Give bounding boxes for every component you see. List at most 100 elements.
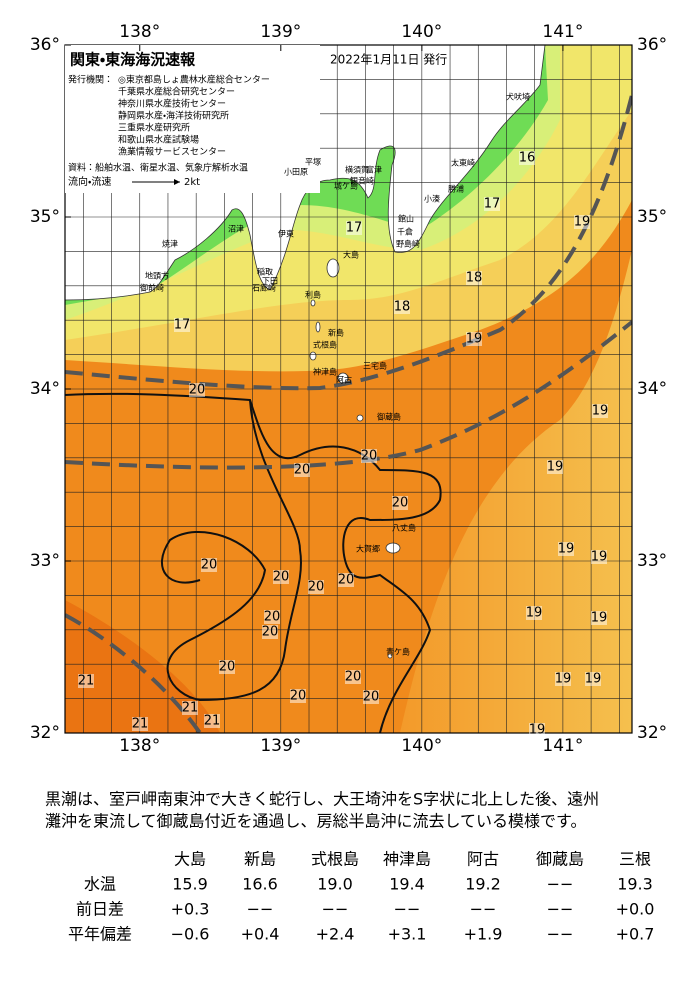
header-background: [65, 45, 320, 193]
island: [356, 414, 364, 422]
isotherm-label: 20: [363, 690, 380, 705]
isotherm-label-bg: [132, 717, 148, 731]
isotherm-label-bg: [294, 463, 310, 477]
row-label: 水温: [84, 875, 116, 894]
place-name: 地頭方: [145, 271, 169, 281]
table-cell: +0.3: [171, 900, 210, 919]
isotherm-label-bg: [547, 460, 563, 474]
isotherm-label: 20: [338, 573, 355, 588]
table-cell: −−: [547, 925, 574, 944]
table-cell: +1.9: [464, 925, 503, 944]
table-cell: −−: [547, 900, 574, 919]
warm-water: [65, 600, 220, 733]
issuer: 静岡県水産・海洋技術研究所: [118, 110, 229, 122]
kuroshio-line: [65, 613, 202, 733]
place-name: 稲取: [257, 267, 273, 277]
isotherm-label-bg: [262, 625, 278, 639]
place-name: 大島: [343, 250, 359, 260]
island: [387, 653, 393, 659]
isotherm-label: 20: [308, 580, 325, 595]
table-cell: +0.0: [616, 900, 655, 919]
contour: [160, 399, 302, 702]
isotherm-label-bg: [201, 558, 217, 572]
isotherm-label-bg: [466, 332, 482, 346]
lat-label: 35°: [637, 207, 667, 227]
summary-line: 灘沖を東流して御蔵島付近を通過し、房総半島沖に流去している模様です。: [45, 812, 586, 831]
place-name: 犬吠埼: [506, 92, 530, 102]
lon-label: 141°: [542, 736, 583, 756]
isotherm-label-bg: [204, 714, 220, 728]
place-name: 富津: [366, 165, 382, 175]
isotherm-label-bg: [264, 610, 280, 624]
table-cell: +3.1: [388, 925, 427, 944]
isotherm-label: 19: [547, 460, 564, 475]
isotherm-label: 18: [394, 300, 411, 315]
table-cell: −0.6: [171, 925, 210, 944]
place-name: 神津島: [313, 367, 337, 377]
isotherm-label-bg: [219, 660, 235, 674]
isotherm-label-bg: [290, 689, 306, 703]
contours-20: [65, 392, 442, 733]
place-name: 太東崎: [451, 158, 475, 168]
issuer: ◎東京都島しょ農林水産総合センター: [118, 74, 270, 86]
lat-label: 35°: [30, 207, 60, 227]
lat-label: 36°: [30, 35, 60, 55]
place-name: 阿古: [336, 375, 352, 385]
flow-legend-label: 流向・流速: [68, 175, 111, 188]
table-header: 神津島: [383, 850, 431, 869]
summary-line: 黒潮は、室戸岬南東沖で大きく蛇行し、大王埼沖をS字状に北上した後、遠州: [45, 790, 599, 809]
table-cell: −−: [322, 900, 349, 919]
isotherm-label: 21: [78, 674, 95, 689]
flow-arrowhead: [174, 179, 180, 185]
place-name: 三宅島: [363, 361, 387, 371]
islands: [309, 258, 401, 659]
isotherm-label: 21: [204, 714, 221, 729]
lat-label: 32°: [637, 723, 667, 743]
issuer: 漁業情報サービスセンター: [118, 146, 226, 158]
place-name: 利島: [305, 290, 321, 300]
place-name: 伊東: [278, 229, 294, 239]
kuroshio-line: [65, 320, 632, 470]
isotherm-label: 19: [555, 672, 572, 687]
isotherm-label: 21: [132, 717, 149, 732]
island: [315, 321, 321, 333]
isotherm-label: 20: [290, 689, 307, 704]
place-name: 青ケ島: [386, 647, 410, 657]
lat-label: 32°: [30, 723, 60, 743]
place-name: 下田: [262, 277, 278, 286]
isotherm-label-bg: [174, 318, 190, 332]
place-name: 沼津: [228, 224, 244, 234]
place-name: 新島: [328, 328, 344, 338]
isotherm-label-bg: [519, 151, 535, 165]
isotherm-label: 19: [529, 723, 546, 738]
isotherm-label-bg: [585, 672, 601, 686]
kuroshio: [65, 94, 632, 733]
place-name: 観音崎: [350, 176, 374, 186]
issue-date: 2022年1月11日 発行: [330, 53, 447, 67]
table-cell: −−: [547, 875, 574, 894]
isotherm-label: 19: [574, 215, 591, 230]
place-name: 小田原: [284, 168, 308, 177]
isotherm-label-bg: [189, 383, 205, 397]
lon-label: 139°: [260, 736, 301, 756]
place-name: 御蔵島: [377, 412, 401, 422]
issuer: 三重県水産研究所: [118, 122, 190, 134]
isotherm-label: 18: [466, 271, 483, 286]
isotherm-label-bg: [526, 606, 542, 620]
table-header: 新島: [244, 850, 276, 869]
table-cell: −−: [394, 900, 421, 919]
isotherm-label-bg: [529, 723, 545, 737]
place-name: 焼津: [162, 239, 178, 249]
isotherm-label: 20: [264, 610, 281, 625]
table-cell: 19.2: [465, 875, 501, 894]
isotherm-label: 20: [219, 660, 236, 675]
isotherm-label-bg: [591, 550, 607, 564]
legend-box: 関東・東海海況速報 2022年1月11日 発行 発行機関： 資料：船舶水温、衛星…: [65, 45, 447, 193]
isotherm-label: 17: [346, 221, 363, 236]
isotherm-label: 21: [182, 701, 199, 716]
lon-label: 140°: [401, 736, 442, 756]
place-name: 勝浦: [448, 184, 464, 194]
place-name: 館山: [398, 214, 414, 224]
east-water: [400, 250, 632, 733]
